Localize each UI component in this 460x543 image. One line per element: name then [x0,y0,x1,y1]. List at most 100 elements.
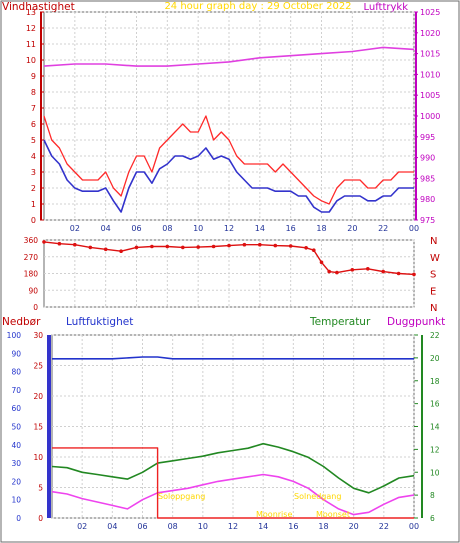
y-right-tick-label: 975 [420,216,435,225]
x-tick-label: 14 [255,224,265,233]
humidity-tick-label: 90 [11,349,21,358]
moonrise-annotation: Moonrise [256,510,292,519]
y-left-tick-label: 1 [31,200,36,209]
temperature-tick-label: 20 [430,354,440,363]
temperature-tick-label: 8 [430,491,435,500]
x-tick-label: 06 [137,522,147,531]
x-tick-label: 06 [131,224,141,233]
rain-axis-title: Nedbør [2,316,41,328]
y-left-tick-label: 9 [31,72,36,81]
x-tick-label: 20 [347,224,357,233]
y-right-tick-label: 1025 [420,8,440,17]
temperature-tick-label: 16 [430,400,440,409]
grid-layer [40,11,423,519]
y-left-tick-label: 0 [31,216,36,225]
y-left-tick-label: 8 [31,88,36,97]
y-right-tick-label: 980 [420,195,435,204]
humidity-tick-label: 80 [11,368,21,377]
x-tick-label: 00 [409,224,419,233]
wind-average-line [43,139,414,213]
dewpoint-axis-title: Duggpunkt [387,316,445,328]
y-left-tick-label: 13 [26,8,36,17]
humidity-axis-title: Luftfuktighet [66,316,133,328]
temperature-tick-label: 6 [430,514,435,523]
x-tick-label: 02 [77,522,87,531]
y-left-tick-label: 11 [26,40,36,49]
moonset-annotation: Moonset [316,510,350,519]
temperature-tick-label: 12 [430,445,440,454]
compass-label: N [430,236,437,247]
wind-speed-line [43,115,414,205]
rain-line [52,447,414,519]
y-left-tick-label: 4 [31,152,36,161]
direction-degree-label: 360 [24,236,39,245]
x-tick-label: 16 [286,224,296,233]
x-tick-label: 16 [288,522,298,531]
compass-label: W [430,253,440,264]
x-tick-label: 02 [70,224,80,233]
y-right-tick-label: 990 [420,154,435,163]
direction-degree-label: 270 [24,253,39,262]
y-left-tick-label: 7 [31,104,36,113]
temperature-tick-label: 18 [430,377,440,386]
rain-tick-label: 0 [38,514,43,523]
x-tick-label: 04 [101,224,111,233]
rain-tick-label: 30 [33,331,43,340]
temperature-line [51,442,415,494]
dewpoint-line [51,473,415,516]
y-right-tick-label: 1000 [420,112,440,121]
sunrise-annotation: Soloppgang [158,492,205,501]
x-tick-label: 22 [378,224,388,233]
rain-tick-label: 10 [33,453,43,462]
rain-tick-label: 5 [38,484,43,493]
temperature-axis-title: Temperatur [309,316,371,328]
x-tick-label: 10 [198,522,208,531]
temperature-tick-label: 22 [430,331,440,340]
compass-label: N [430,303,437,314]
direction-degree-label: 180 [24,270,39,279]
y-left-tick-label: 6 [31,120,36,129]
wind-speed-axis-title: Vindhastighet [2,1,75,13]
x-tick-label: 22 [379,522,389,531]
temperature-tick-label: 10 [430,468,440,477]
temperature-tick-label: 14 [430,423,440,432]
compass-label: E [430,286,436,297]
humidity-line [52,356,414,360]
pressure-axis-title: Lufttrykk [363,2,408,13]
humidity-tick-label: 10 [11,496,21,505]
rain-tick-label: 20 [33,392,43,401]
y-left-tick-label: 2 [31,184,36,193]
x-tick-label: 18 [318,522,328,531]
humidity-tick-label: 0 [16,514,21,523]
series-layer [42,46,416,519]
y-right-tick-label: 1020 [420,29,440,38]
x-tick-label: 08 [162,224,172,233]
rain-tick-label: 25 [33,362,43,371]
direction-line [43,241,415,276]
x-tick-label: 20 [349,522,359,531]
y-left-tick-label: 12 [26,24,36,33]
x-tick-label: 12 [228,522,238,531]
x-tick-label: 00 [409,522,419,531]
y-right-tick-label: 985 [420,174,435,183]
humidity-tick-label: 50 [11,423,21,432]
direction-point [412,272,416,277]
y-right-tick-label: 1010 [420,70,440,79]
compass-label: S [430,270,436,281]
x-tick-label: 18 [316,224,326,233]
direction-degree-label: 90 [28,286,38,295]
humidity-scale-bar [47,335,51,518]
pressure-line [43,46,415,67]
humidity-tick-label: 70 [11,386,21,395]
humidity-tick-label: 100 [7,331,22,340]
humidity-tick-label: 30 [11,459,21,468]
direction-degree-label: 0 [33,303,38,312]
graph-title: 24 hour graph day : 29 October 2022 [164,1,351,12]
y-left-tick-label: 3 [31,168,36,177]
y-right-tick-label: 995 [420,133,435,142]
humidity-tick-label: 20 [11,477,21,486]
humidity-tick-label: 60 [11,404,21,413]
x-tick-label: 10 [193,224,203,233]
